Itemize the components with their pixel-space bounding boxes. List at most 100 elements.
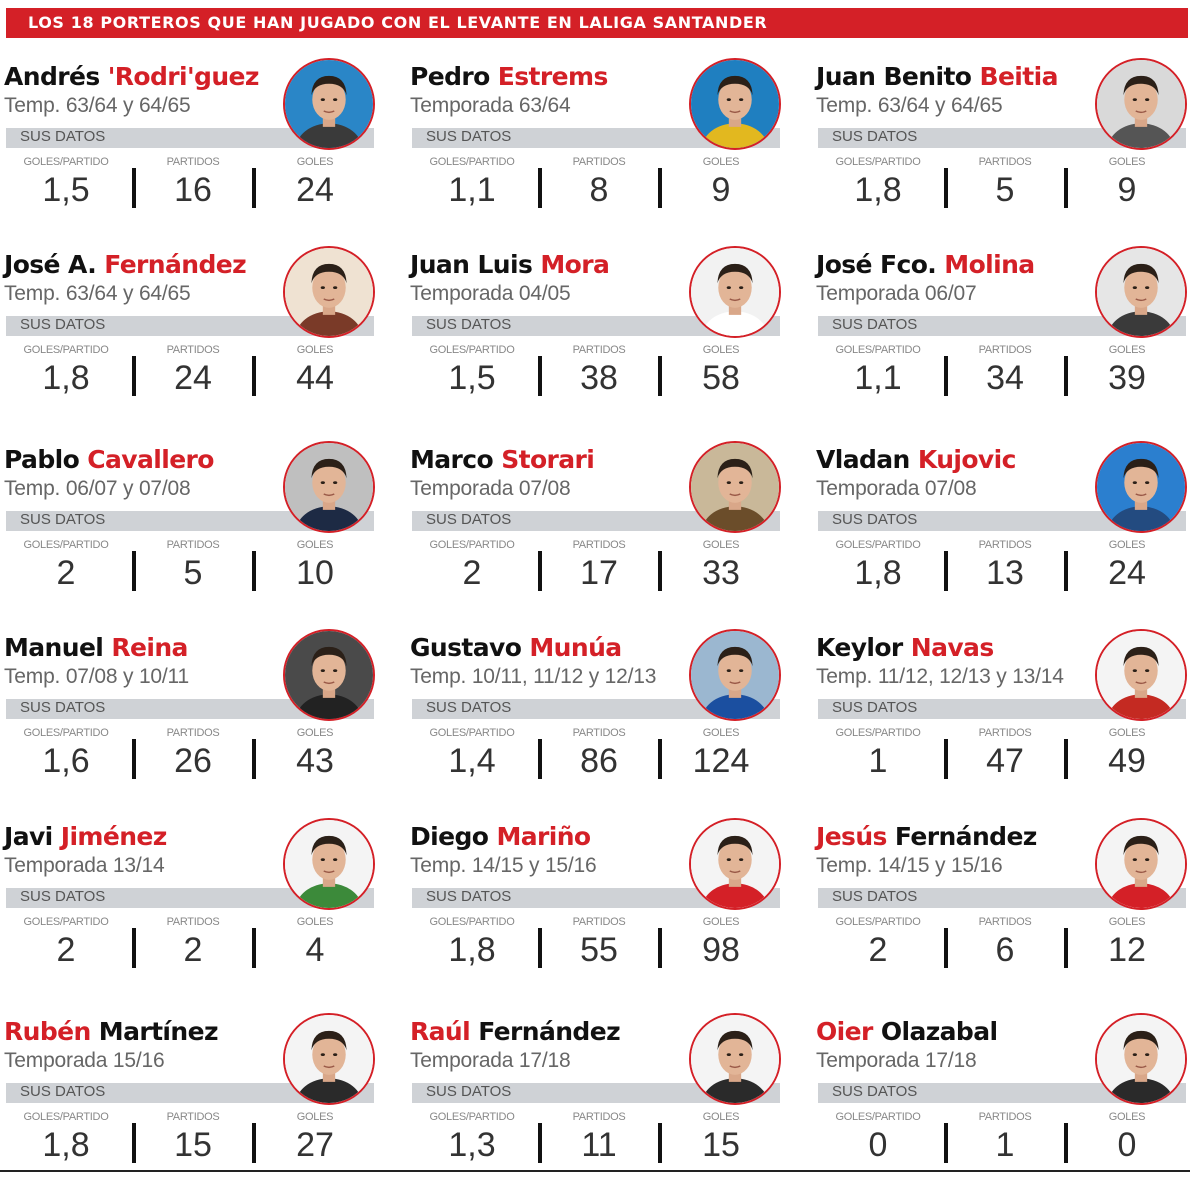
player-last-name: Kujovic <box>917 445 1017 474</box>
stat-label: GOLES <box>1108 916 1146 928</box>
stat-divider <box>252 168 256 208</box>
stat-divider <box>944 356 948 396</box>
stat-goals-per-match: GOLES/PARTIDO 1,8 <box>4 344 128 402</box>
player-name: Oier Olazabal <box>816 1017 998 1046</box>
player-last-name: Molina <box>944 250 1035 279</box>
player-photo <box>283 1013 375 1105</box>
player-photo <box>689 629 781 721</box>
player-first-name: Gustavo <box>410 633 530 662</box>
stat-value: 1,3 <box>448 1126 496 1164</box>
player-season: Temp. 63/64 y 64/65 <box>4 94 191 117</box>
player-photo <box>283 58 375 150</box>
player-card: Juan Luis Mora Temporada 04/05 SUS DATOS GO… <box>410 246 810 434</box>
stat-label: GOLES/PARTIDO <box>835 344 921 356</box>
portrait-icon <box>1097 1015 1185 1103</box>
stat-divider <box>1064 551 1068 591</box>
stat-matches: PARTIDOS 15 <box>131 1111 255 1169</box>
stat-label: GOLES <box>1108 1111 1146 1123</box>
stat-value: 13 <box>986 554 1024 592</box>
stats-section-label: SUS DATOS <box>426 128 512 145</box>
stats-section-bar: SUS DATOS <box>818 128 1186 148</box>
stat-value: 5 <box>995 171 1015 209</box>
stat-label: GOLES/PARTIDO <box>23 156 109 168</box>
player-card: Gustavo Munúa Temp. 10/11, 11/12 y 12/13 S… <box>410 629 810 817</box>
stat-divider <box>658 551 662 591</box>
player-first-name: Pablo <box>4 445 88 474</box>
portrait-icon <box>285 248 373 336</box>
stat-value: 9 <box>711 171 731 209</box>
stat-goals: GOLES 9 <box>1065 156 1189 214</box>
stat-divider <box>944 168 948 208</box>
stat-value: 17 <box>580 554 618 592</box>
player-photo <box>1095 246 1187 338</box>
stat-value: 6 <box>995 931 1015 969</box>
portrait-icon <box>285 60 373 148</box>
stat-label: GOLES/PARTIDO <box>835 539 921 551</box>
stat-value: 34 <box>986 359 1024 397</box>
stat-value: 16 <box>174 171 212 209</box>
stats-section-bar: SUS DATOS <box>412 316 780 336</box>
stat-label: GOLES <box>296 539 334 551</box>
player-photo <box>689 818 781 910</box>
stat-matches: PARTIDOS 2 <box>131 916 255 974</box>
stat-label: PARTIDOS <box>978 156 1032 168</box>
stat-divider <box>658 356 662 396</box>
stat-value: 27 <box>296 1126 334 1164</box>
stat-label: GOLES/PARTIDO <box>23 1111 109 1123</box>
stat-label: GOLES/PARTIDO <box>835 916 921 928</box>
player-name: Vladan Kujovic <box>816 445 1016 474</box>
portrait-icon <box>285 631 373 719</box>
portrait-icon <box>1097 631 1185 719</box>
stats-section-label: SUS DATOS <box>426 888 512 905</box>
stat-label: GOLES <box>1108 539 1146 551</box>
stat-goals-per-match: GOLES/PARTIDO 1,4 <box>410 727 534 785</box>
stat-value: 1 <box>868 742 888 780</box>
player-card: Keylor Navas Temp. 11/12, 12/13 y 13/14 SU… <box>816 629 1200 817</box>
player-name: Jesús Fernández <box>816 822 1037 851</box>
player-season: Temporada 17/18 <box>816 1049 977 1072</box>
player-photo <box>1095 1013 1187 1105</box>
player-photo <box>283 629 375 721</box>
player-last-name: Munúa <box>529 633 622 662</box>
stats-section-label: SUS DATOS <box>426 511 512 528</box>
stats-section-bar: SUS DATOS <box>818 888 1186 908</box>
stat-label: GOLES <box>702 727 740 739</box>
stat-goals-per-match: GOLES/PARTIDO 1,1 <box>816 344 940 402</box>
stat-divider <box>252 356 256 396</box>
player-card: Javi Jiménez Temporada 13/14 SUS DATOS GOLE… <box>4 818 404 1006</box>
stat-divider <box>658 1123 662 1163</box>
stats-section-bar: SUS DATOS <box>6 511 374 531</box>
player-season: Temp. 14/15 y 15/16 <box>410 854 597 877</box>
stat-matches: PARTIDOS 86 <box>537 727 661 785</box>
stats-section-label: SUS DATOS <box>832 1083 918 1100</box>
stat-label: GOLES <box>702 539 740 551</box>
stat-label: GOLES/PARTIDO <box>23 344 109 356</box>
player-first-name: Pedro <box>410 62 498 91</box>
player-season: Temporada 07/08 <box>816 477 977 500</box>
stat-label: PARTIDOS <box>166 156 220 168</box>
player-name: Manuel Reina <box>4 633 188 662</box>
stat-label: GOLES <box>702 156 740 168</box>
player-name: Juan Benito Beitia <box>816 62 1058 91</box>
stat-matches: PARTIDOS 38 <box>537 344 661 402</box>
player-card: Pedro Estrems Temporada 63/64 SUS DATOS GOL… <box>410 58 810 246</box>
player-card: Rubén Martínez Temporada 15/16 SUS DATOS GO… <box>4 1013 404 1201</box>
player-name: Gustavo Munúa <box>410 633 622 662</box>
player-season: Temp. 06/07 y 07/08 <box>4 477 191 500</box>
stat-goals: GOLES 98 <box>659 916 783 974</box>
stat-label: PARTIDOS <box>166 344 220 356</box>
player-last-name: Fernández <box>886 822 1037 851</box>
stat-value: 2 <box>868 931 888 969</box>
stat-goals-per-match: GOLES/PARTIDO 1,6 <box>4 727 128 785</box>
stat-divider <box>538 739 542 779</box>
stat-goals: GOLES 44 <box>253 344 377 402</box>
player-first-name: Juan Luis <box>410 250 541 279</box>
stat-label: PARTIDOS <box>572 1111 626 1123</box>
player-season: Temporada 06/07 <box>816 282 977 305</box>
stat-label: PARTIDOS <box>166 727 220 739</box>
player-card: Manuel Reina Temp. 07/08 y 10/11 SUS DATOS… <box>4 629 404 817</box>
stat-divider <box>132 551 136 591</box>
player-first-name: José Fco. <box>816 250 945 279</box>
stat-goals: GOLES 58 <box>659 344 783 402</box>
player-first-name: Oier <box>816 1017 873 1046</box>
